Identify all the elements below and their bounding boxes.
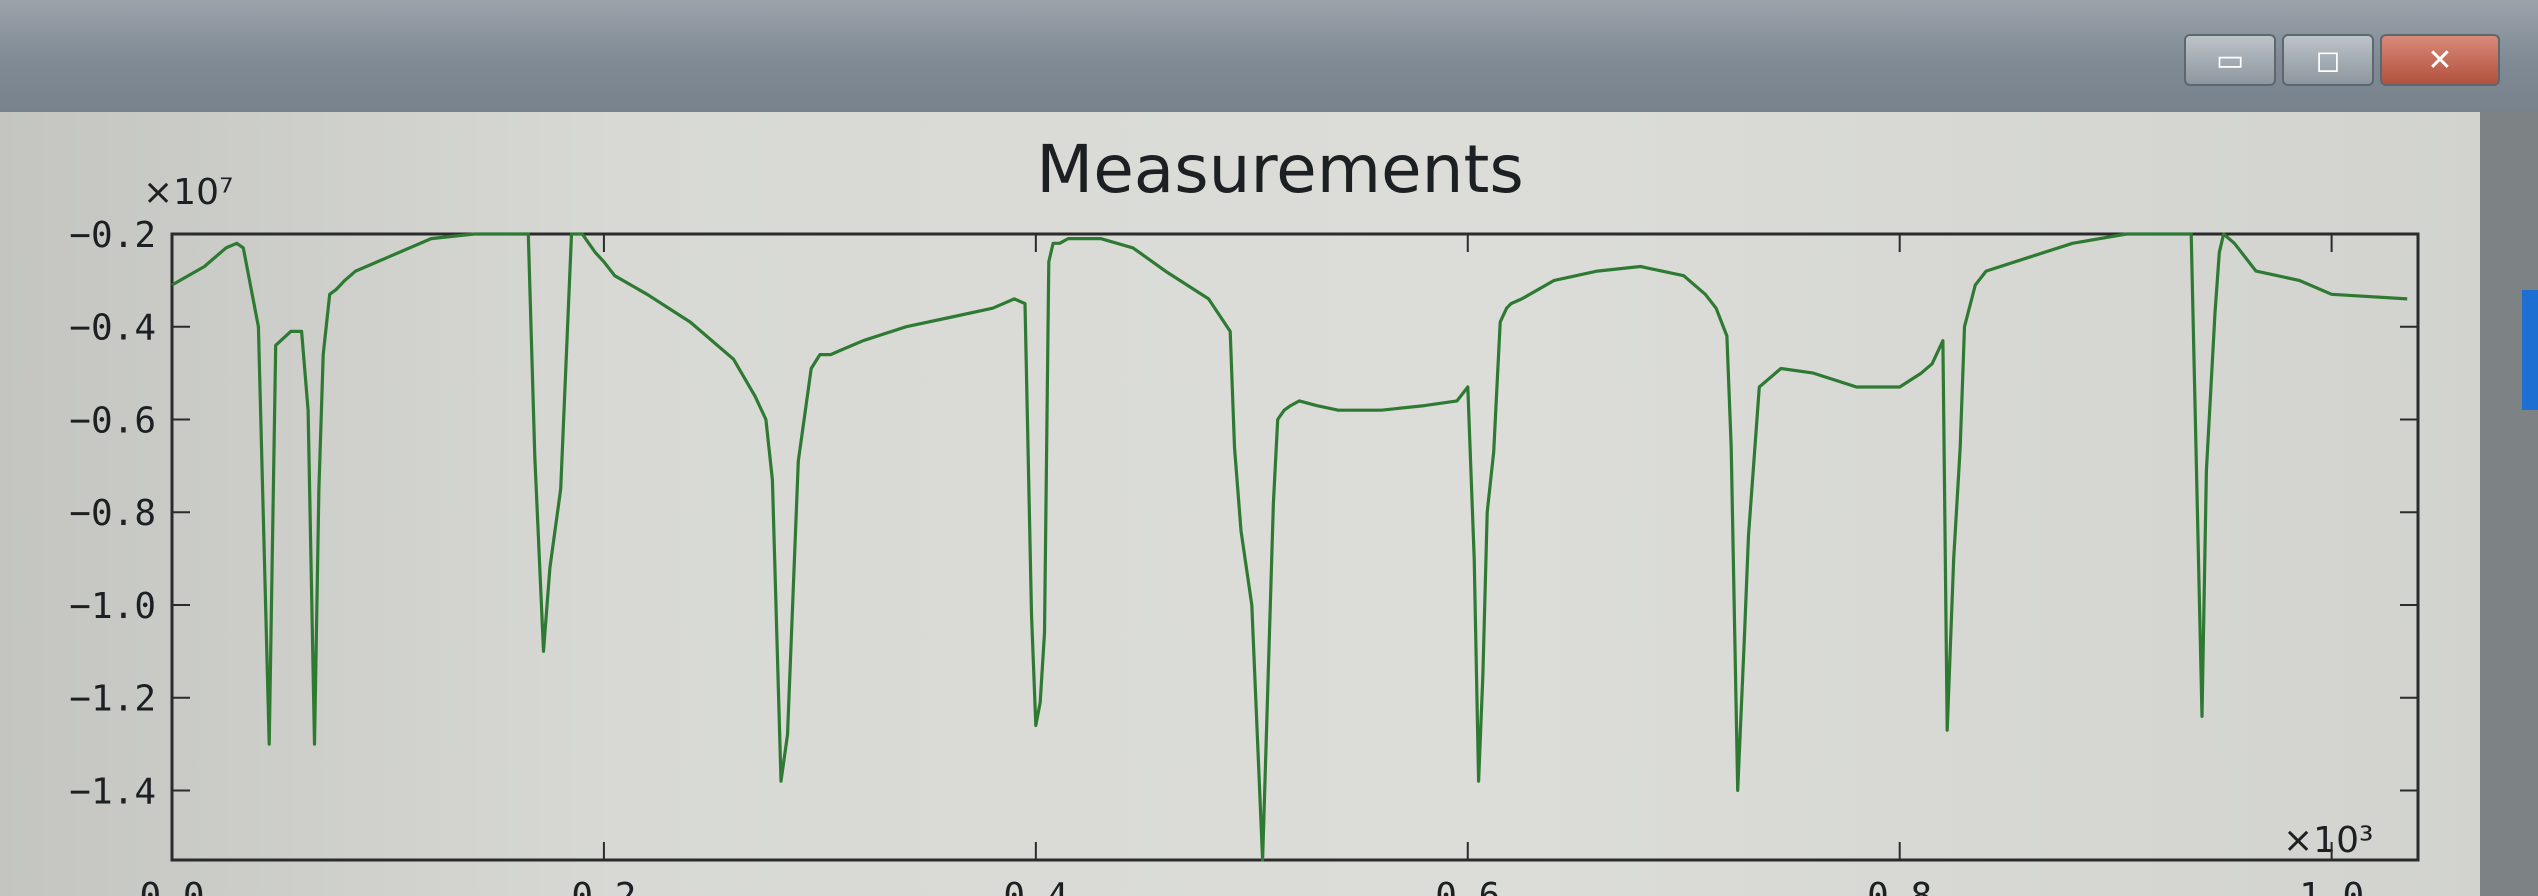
close-button[interactable]: ✕ bbox=[2380, 34, 2500, 86]
maximize-button[interactable]: ◻ bbox=[2282, 34, 2374, 86]
y-tick-label: −1.2 bbox=[69, 679, 156, 720]
x-tick-label: 0.0 bbox=[139, 876, 204, 896]
y-tick-label: −0.2 bbox=[69, 215, 156, 256]
plot-frame bbox=[170, 232, 2420, 862]
chart-title: Measurements bbox=[1036, 131, 1524, 208]
x-tick-label: 0.8 bbox=[1867, 876, 1932, 896]
y-offset-text: ×10⁷ bbox=[143, 172, 233, 213]
x-axis: 0.0 0.2 0.4 0.6 0.8 1.0 bbox=[139, 234, 2364, 896]
y-tick-label: −0.8 bbox=[69, 493, 156, 534]
x-tick-label: 0.4 bbox=[1003, 876, 1068, 896]
adjacent-window-edge bbox=[2522, 290, 2538, 410]
y-tick-label: −1.4 bbox=[69, 771, 156, 812]
x-offset-text: ×10³ bbox=[2283, 820, 2373, 861]
y-tick-label: −0.4 bbox=[69, 308, 156, 349]
window-controls: ▭ ◻ ✕ bbox=[2184, 34, 2500, 86]
x-tick-label: 0.2 bbox=[571, 876, 636, 896]
y-tick-label: −1.0 bbox=[69, 586, 156, 627]
x-tick-label: 1.0 bbox=[2299, 876, 2364, 896]
window-titlebar: ▭ ◻ ✕ bbox=[0, 0, 2538, 112]
y-axis: −0.2 −0.4 −0.6 −0.8 −1.0 −1.2 −1.4 bbox=[69, 215, 2418, 812]
x-tick-label: 0.6 bbox=[1435, 876, 1500, 896]
minimize-button[interactable]: ▭ bbox=[2184, 34, 2276, 86]
figure-canvas: Measurements ×10⁷ ×10³ 0.0 0.2 0.4 0.6 0.8 1.… bbox=[0, 112, 2480, 896]
y-tick-label: −0.6 bbox=[69, 400, 156, 441]
series-line-measurements bbox=[171, 232, 2408, 862]
measurements-chart: Measurements ×10⁷ ×10³ 0.0 0.2 0.4 0.6 0.8 1.… bbox=[69, 131, 2420, 896]
